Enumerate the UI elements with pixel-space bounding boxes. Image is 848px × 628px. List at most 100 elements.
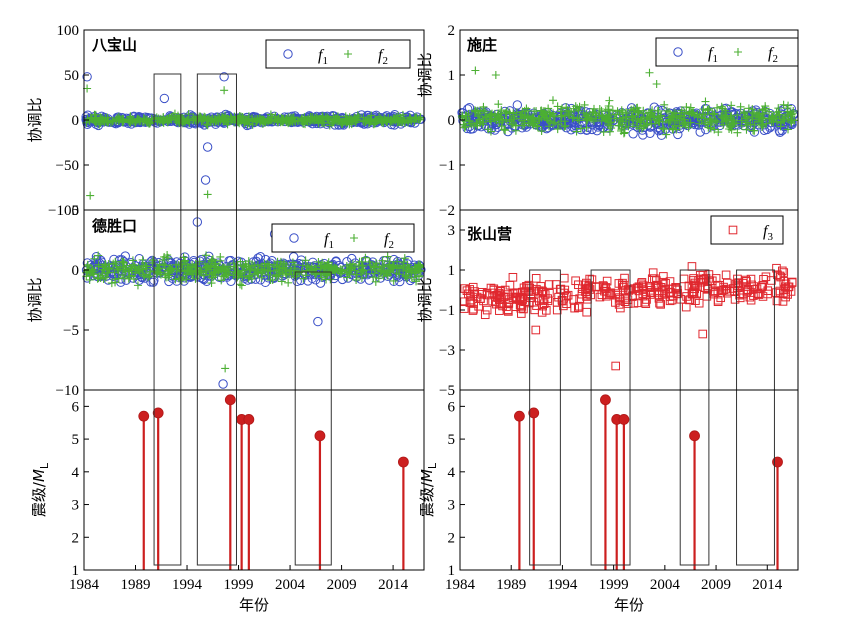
f2-point [244,257,253,266]
f2-point [357,257,366,266]
f1-outlier [82,72,92,82]
f2-point [90,254,99,263]
f2-point [228,115,237,124]
f3-point [505,280,515,290]
f3-point [659,288,669,298]
f2-point [126,263,135,272]
f3-point [620,286,630,295]
f2-point [385,268,394,277]
f2-point [473,106,482,115]
legend-label: f1 [318,47,328,67]
f2-point [651,119,660,128]
f2-point [245,271,254,280]
f2-point [774,104,783,113]
f2-point [347,263,356,272]
f2-point [306,113,315,122]
f2-point [557,117,566,126]
f2-point [550,118,559,127]
f3-point [781,288,791,298]
f2-point [163,114,172,123]
f2-point [288,258,297,267]
y-tick-label: −2 [439,203,455,219]
f2-point [182,115,191,124]
f2-point [372,259,381,268]
x-tick-label: 1984 [445,577,476,593]
f3-point [775,271,785,281]
f3-point [536,282,546,291]
f2-point [195,267,204,276]
f2-point [156,114,165,123]
f2-point [665,116,674,125]
f3-point [689,280,699,290]
f2-point [337,269,346,278]
f2-point [727,101,736,110]
f3-point [713,297,723,307]
f2-point [758,105,767,114]
f2-point [92,114,101,123]
x-tick-label: 2014 [378,577,409,593]
y-axis-label: 协调比 [416,52,434,97]
magnitude-axis-label: 震级/ML [418,462,439,517]
f3-point [684,281,694,291]
quake-marker [243,414,255,425]
f2-point [717,102,726,111]
f2-point [639,122,648,131]
f2-point [576,124,585,133]
f2-point [744,104,753,113]
f3-point [520,287,530,296]
f2-point [601,115,610,124]
f2-point [384,113,393,122]
f2-point [582,123,591,132]
y-tick-label: 3 [448,498,456,514]
f2-point [412,264,421,273]
f1-outlier [202,142,213,152]
f2-point [509,111,518,120]
legend-label: f1 [708,45,718,65]
f2-legend-marker [350,234,358,242]
f2-point [273,257,282,266]
f2-point [209,273,218,282]
f2-point [346,263,355,272]
f2-point [171,275,180,284]
f3-point [758,281,768,290]
y-tick-label: 100 [57,23,80,39]
legend-box [655,37,799,67]
f2-point [103,118,112,127]
f2-point [534,114,543,123]
f3-point [746,295,756,305]
f2-point [189,114,198,123]
f2-point [758,113,767,122]
f1-point [628,129,638,139]
f3-point [562,292,571,301]
panel-title: 张山营 [467,225,512,243]
f2-point [133,115,142,124]
f2-point [627,105,636,114]
f1-point [347,253,357,264]
f2-point [662,130,671,139]
f2-point [670,118,679,127]
f2-point [303,118,312,127]
quake-marker [689,430,700,442]
legend-subscript: 3 [767,231,773,243]
f2-point [557,104,566,113]
y-tick-label: −1 [439,158,455,174]
f2-point [327,264,336,273]
f2-point [587,115,596,124]
f2-point [191,116,200,125]
f2-point [94,251,103,260]
f2-outlier [491,71,500,79]
f2-point [780,117,789,126]
x-tick-label: 2004 [650,577,681,593]
panel-frame [83,29,425,571]
f3-point [534,286,544,295]
f3-point [645,288,655,298]
f2-point [263,260,272,269]
f1-point [569,123,579,133]
f1-outlier [218,379,228,389]
f2-point [96,116,105,125]
f3-point [702,292,712,301]
f2-point [686,103,695,112]
f2-point [682,121,691,130]
f2-point [784,112,793,121]
f3-point [468,306,478,315]
